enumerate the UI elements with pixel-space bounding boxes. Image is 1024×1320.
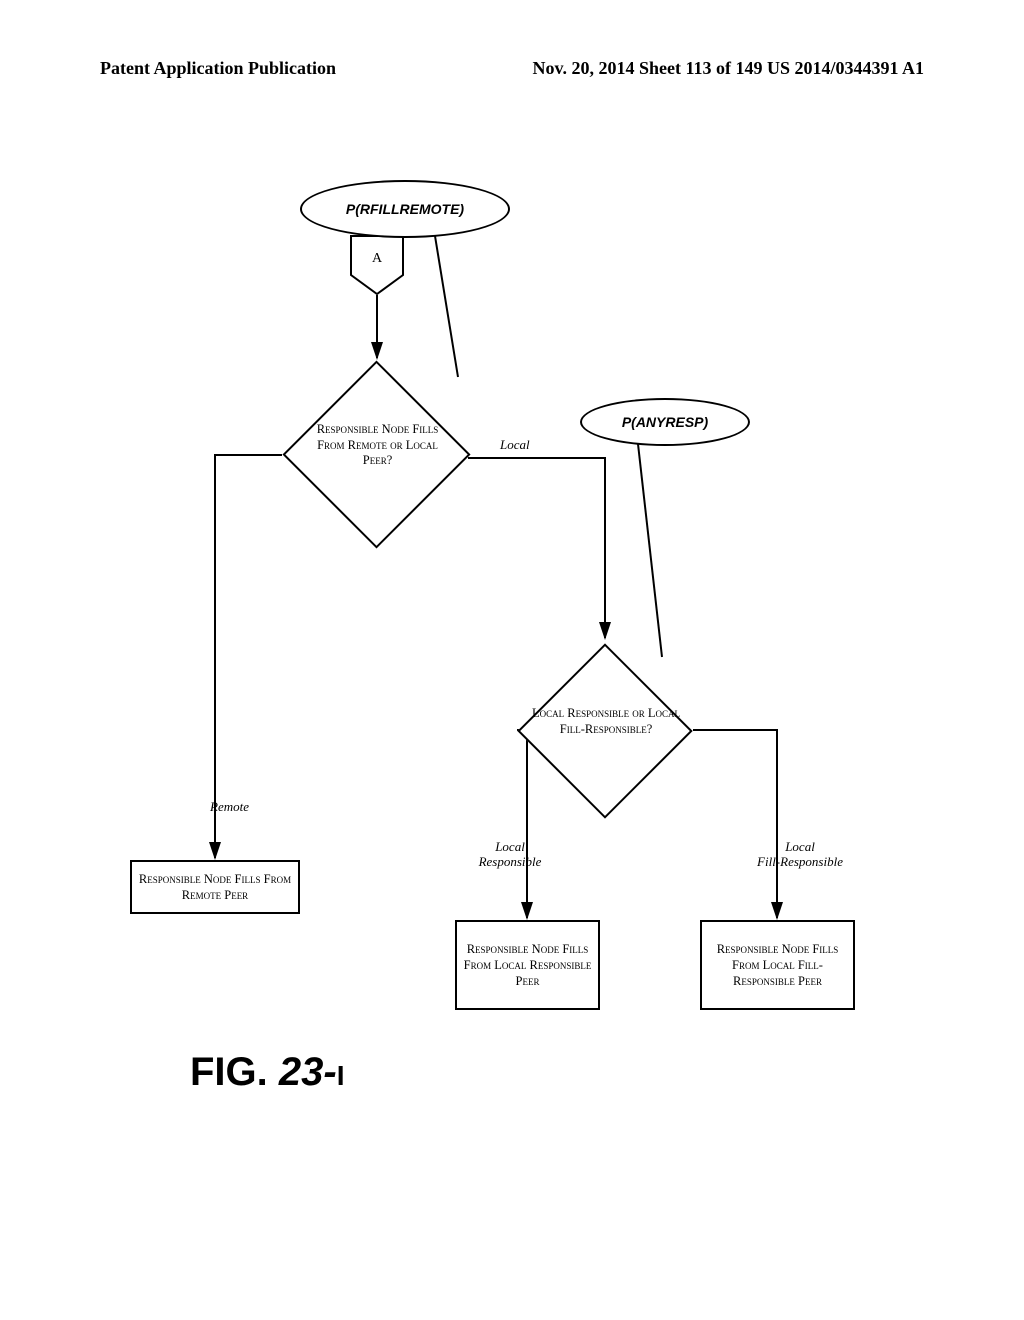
offpage-connector-a: A [350,235,404,295]
edge-remote: Remote [210,800,249,815]
box-fill-remote: Responsible Node Fills From Remote Peer [130,860,300,914]
ellipse-label: P(RFILLREMOTE) [346,201,464,217]
prob-rfillremote: P(RFILLREMOTE) [300,180,510,238]
box-label: Responsible Node Fills From Local Respon… [461,941,594,990]
box-label: Responsible Node Fills From Remote Peer [136,871,294,904]
edge-local-responsible: Local Responsible [460,840,560,870]
decision-text: Responsible Node Fills From Remote or Lo… [310,422,445,469]
header-right: Nov. 20, 2014 Sheet 113 of 149 US 2014/0… [532,58,924,79]
box-fill-local-fill-responsible: Responsible Node Fills From Local Fill-R… [700,920,855,1010]
edge-local-fill-responsible: Local Fill-Responsible [735,840,865,870]
ellipse-label: P(ANYRESP) [622,414,708,430]
fig-number: 23- [279,1050,337,1094]
box-fill-local-responsible: Responsible Node Fills From Local Respon… [455,920,600,1010]
figure-label: FIG. 23-I [190,1050,345,1095]
connector-label: A [350,251,404,267]
fig-suffix: I [337,1060,345,1091]
edges-layer [0,180,1024,1280]
box-label: Responsible Node Fills From Local Fill-R… [706,941,849,990]
prob-anyresp: P(ANYRESP) [580,398,750,446]
flowchart: A P(RFILLREMOTE) P(ANYRESP) Responsible … [0,180,1024,1320]
header: Patent Application Publication Nov. 20, … [0,0,1024,79]
header-left: Patent Application Publication [100,58,336,79]
page: Patent Application Publication Nov. 20, … [0,0,1024,1320]
edge-local: Local [500,438,530,453]
fig-prefix: FIG. [190,1050,268,1094]
decision-text: Local Responsible or Local Fill-Responsi… [530,706,682,737]
